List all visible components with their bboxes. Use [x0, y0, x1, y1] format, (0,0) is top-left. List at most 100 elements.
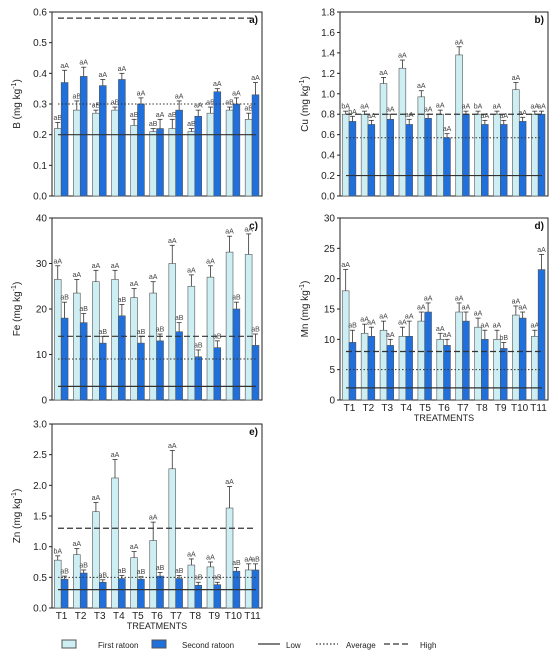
- bar-first-ratoon: [168, 468, 177, 609]
- significance-label: bB: [499, 335, 508, 342]
- bar-first-ratoon: [206, 566, 215, 609]
- panel-tag: e): [249, 427, 258, 438]
- bar-second-ratoon: [367, 124, 376, 197]
- x-tick-label: T4: [113, 611, 125, 622]
- significance-label: aB: [149, 121, 158, 128]
- bar-first-ratoon: [455, 54, 463, 197]
- significance-label: aA: [499, 113, 508, 120]
- bar-second-ratoon: [462, 113, 470, 197]
- legend-label-high: High: [420, 641, 436, 650]
- significance-label: aA: [417, 83, 426, 90]
- bar-second-ratoon: [424, 118, 432, 197]
- y-tick-label: 0.4: [33, 69, 47, 80]
- significance-label: aA: [130, 544, 139, 551]
- bar-second-ratoon: [500, 124, 508, 197]
- bar-second-ratoon: [99, 581, 107, 609]
- significance-label: aA: [244, 226, 253, 233]
- y-tick-label: 0.3: [33, 100, 47, 111]
- y-tick-label: 0.1: [33, 161, 47, 172]
- y-tick-label: 10: [36, 350, 48, 361]
- bar-second-ratoon: [386, 345, 395, 401]
- significance-label: aB: [79, 306, 88, 313]
- bar-first-ratoon: [512, 314, 520, 401]
- y-tick-label: 15: [324, 305, 336, 316]
- y-tick-label: 0.0: [33, 604, 47, 615]
- significance-label: aB: [225, 100, 234, 107]
- y-tick-label: 0.5: [33, 573, 47, 584]
- bar-first-ratoon: [225, 109, 234, 197]
- y-tick-label: 1.0: [321, 89, 335, 100]
- significance-label: aB: [137, 569, 146, 576]
- bar-second-ratoon: [537, 269, 546, 401]
- significance-label: bA: [341, 104, 350, 111]
- legend-label-average: Average: [346, 641, 376, 650]
- significance-label: aA: [360, 104, 369, 111]
- bar-second-ratoon: [118, 315, 126, 401]
- bar-first-ratoon: [111, 477, 119, 609]
- bar-first-ratoon: [512, 89, 520, 197]
- significance-label: aA: [60, 63, 69, 70]
- bar-first-ratoon: [398, 67, 407, 197]
- bar-second-ratoon: [518, 121, 527, 197]
- y-tick-label: 1.8: [321, 8, 335, 19]
- significance-label: aA: [367, 320, 376, 327]
- significance-label: aA: [149, 515, 158, 522]
- y-tick-label: 5: [329, 365, 335, 376]
- significance-label: bA: [348, 109, 357, 116]
- significance-label: aA: [455, 39, 464, 46]
- significance-label: aB: [73, 93, 82, 100]
- bar-second-ratoon: [424, 311, 432, 401]
- bar-second-ratoon: [175, 331, 183, 401]
- bar-first-ratoon: [187, 131, 196, 197]
- y-tick-label: 0.4: [321, 151, 335, 162]
- significance-label: aB: [213, 333, 222, 340]
- significance-label: aB: [130, 112, 139, 119]
- x-tick-label: T8: [189, 611, 201, 622]
- significance-label: aB: [111, 100, 120, 107]
- bar-second-ratoon: [405, 124, 413, 197]
- bar-first-ratoon: [244, 569, 253, 609]
- bar-second-ratoon: [118, 578, 126, 609]
- y-tick-label: 1.2: [321, 69, 335, 80]
- significance-label: aA: [530, 323, 539, 330]
- x-tick-label: T1: [56, 611, 68, 622]
- significance-label: aB: [194, 575, 203, 582]
- significance-label: aA: [206, 258, 215, 265]
- bar-second-ratoon: [500, 348, 508, 401]
- x-tick-label: T9: [208, 611, 220, 622]
- significance-label: aA: [156, 112, 165, 119]
- bar-second-ratoon: [79, 572, 88, 609]
- significance-label: aA: [436, 103, 445, 110]
- significance-label: aA: [455, 295, 464, 302]
- bar-second-ratoon: [60, 578, 69, 609]
- bar-second-ratoon: [60, 82, 69, 197]
- panel-tag: b): [535, 15, 544, 26]
- bar-first-ratoon: [493, 113, 501, 197]
- significance-label: aA: [73, 541, 82, 548]
- significance-label: aB: [60, 569, 69, 576]
- y-tick-label: 1.0: [33, 542, 47, 553]
- significance-label: aA: [111, 452, 120, 459]
- bar-second-ratoon: [348, 121, 357, 197]
- x-tick-label: T7: [457, 403, 469, 414]
- significance-label: aA: [386, 332, 395, 339]
- significance-label: aB: [194, 342, 203, 349]
- significance-label: aA: [518, 305, 527, 312]
- significance-label: aA: [213, 81, 222, 88]
- bar-second-ratoon: [251, 345, 260, 401]
- significance-label: aA: [518, 110, 527, 117]
- x-tick-label: T8: [476, 403, 488, 414]
- y-tick-label: 2.5: [33, 450, 47, 461]
- significance-label: aA: [443, 126, 452, 133]
- significance-label: aB: [175, 568, 184, 575]
- x-tick-label: T7: [170, 611, 182, 622]
- bar-second-ratoon: [175, 109, 183, 197]
- y-tick-label: 10: [324, 335, 336, 346]
- x-tick-label: T4: [400, 403, 412, 414]
- significance-label: aA: [79, 60, 88, 67]
- significance-label: aA: [111, 263, 120, 270]
- significance-label: aA: [405, 112, 414, 119]
- bar-second-ratoon: [99, 85, 107, 197]
- significance-label: aB: [187, 121, 196, 128]
